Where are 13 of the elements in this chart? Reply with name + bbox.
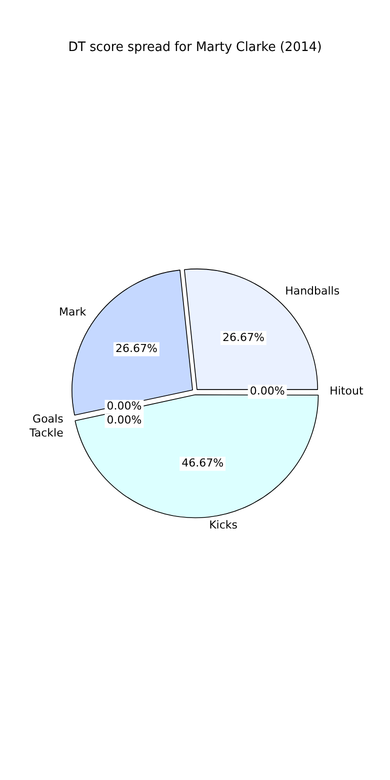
text: 0.00% (106, 400, 142, 413)
data-label: 26.67% (222, 330, 264, 344)
slice-label: Handballs (285, 284, 340, 298)
category-label: Tackle (29, 426, 64, 440)
data-label: 26.67% (115, 342, 158, 356)
category-label: Hitout (330, 384, 364, 398)
data-label: 46.67% (182, 456, 224, 470)
text: 0.00% (250, 384, 285, 398)
text: 0.00% (106, 414, 142, 427)
chart-title: DT score spread for Marty Clarke (2014) (68, 40, 322, 56)
slice-label: Kicks (209, 518, 238, 532)
slice-label: Mark (58, 306, 87, 319)
category-label: Goals (32, 412, 64, 426)
